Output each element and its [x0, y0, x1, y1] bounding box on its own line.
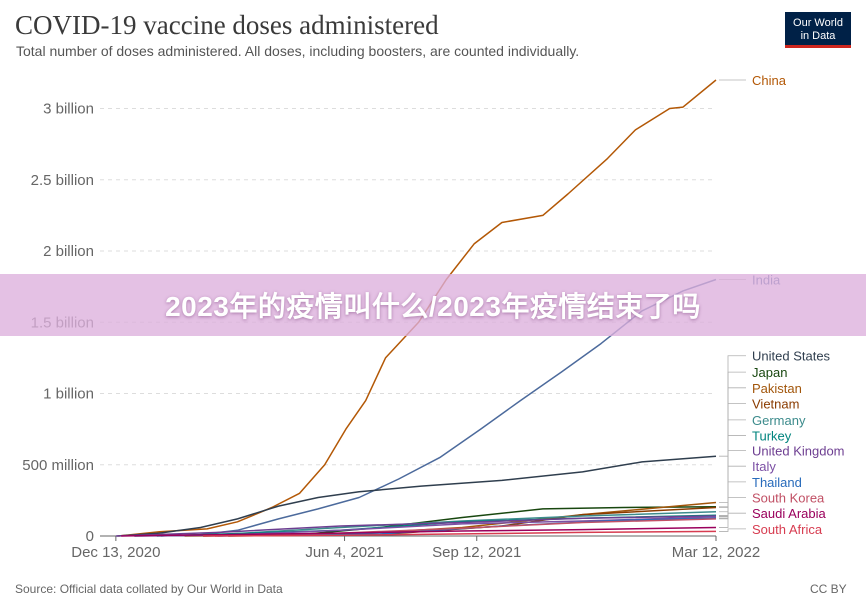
label-connector	[719, 497, 746, 520]
y-tick-label: 0	[86, 528, 94, 545]
label-connector	[719, 371, 746, 508]
y-tick-label: 500 million	[22, 457, 94, 474]
series-label: United Kingdom	[752, 444, 845, 459]
label-connector	[719, 435, 746, 516]
series-label: Turkey	[752, 429, 792, 444]
x-tick-label: Jun 4, 2021	[305, 544, 383, 561]
logo-line-2: in Data	[800, 30, 836, 42]
series-label: Thailand	[752, 475, 802, 490]
chart-subtitle: Total number of doses administered. All …	[16, 43, 580, 59]
label-connector	[719, 387, 746, 503]
license-link[interactable]: CC BY	[810, 582, 847, 596]
label-connector	[719, 528, 746, 532]
label-connector	[719, 403, 746, 508]
y-tick-label: 1 billion	[43, 386, 94, 403]
series-line-united-kingdom	[115, 515, 717, 537]
series-label: Vietnam	[752, 396, 799, 411]
source-note: Source: Official data collated by Our Wo…	[15, 582, 283, 596]
x-tick-label: Dec 13, 2020	[71, 544, 160, 561]
label-connector	[719, 355, 746, 457]
label-connector	[719, 465, 746, 518]
series-label: Saudi Arabia	[752, 506, 826, 521]
series-label: United States	[752, 349, 831, 364]
series-label: Germany	[752, 413, 806, 428]
label-connector	[719, 481, 746, 519]
label-connector	[719, 450, 746, 517]
series-label: China	[752, 73, 787, 88]
series-label: Japan	[752, 365, 787, 380]
series-line-united-states	[117, 455, 717, 537]
x-tick-label: Mar 12, 2022	[672, 544, 760, 561]
series-label: South Korea	[752, 491, 825, 506]
y-tick-label: 2.5 billion	[31, 172, 94, 189]
series-line-saudi-arabia	[121, 526, 717, 537]
logo-line-1: Our World	[793, 17, 843, 29]
series-label: Pakistan	[752, 381, 802, 396]
banner-text: 2023年的疫情叫什么/2023年疫情结束了吗	[165, 291, 701, 322]
label-connector	[719, 512, 746, 528]
owid-logo[interactable]: Our World in Data	[785, 12, 851, 48]
chart-title: COVID-19 vaccine doses administered	[15, 10, 439, 40]
overlay-banner: 2023年的疫情叫什么/2023年疫情结束了吗	[0, 274, 866, 336]
x-tick-label: Sep 12, 2021	[432, 544, 521, 561]
series-label: South Africa	[752, 522, 823, 537]
y-tick-label: 3 billion	[43, 101, 94, 118]
series-line-south-africa	[203, 530, 717, 537]
series-label: Italy	[752, 459, 776, 474]
y-tick-label: 2 billion	[43, 243, 94, 260]
